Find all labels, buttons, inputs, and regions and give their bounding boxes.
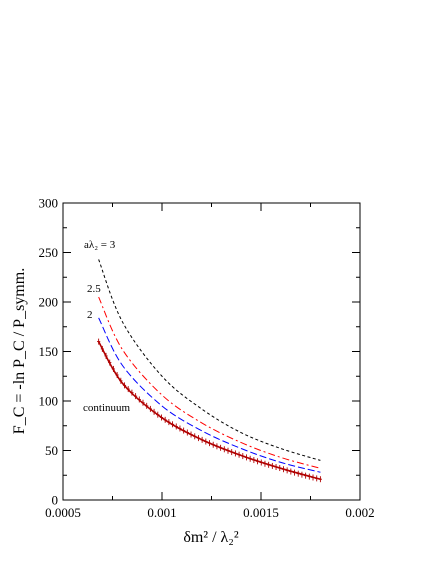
- y-tick-label: 50: [45, 443, 58, 458]
- annotation-continuum: continuum: [83, 402, 130, 414]
- x-tick-label: 0.002: [345, 505, 374, 520]
- series-line-a-3: [98, 259, 321, 461]
- annotation-2-5: 2.5: [87, 283, 101, 295]
- series-line-2-5: [98, 296, 321, 469]
- x-tick-label: 0.001: [147, 505, 176, 520]
- series-line-2: [98, 317, 321, 473]
- x-tick-label: 0.0005: [45, 505, 81, 520]
- y-axis-title: F_C = -ln P_C / P_symm.: [11, 268, 28, 434]
- x-tick-label: 0.0015: [243, 505, 279, 520]
- y-tick-label: 300: [39, 196, 59, 211]
- series-continuum: [97, 338, 322, 483]
- y-tick-label: 100: [39, 394, 59, 409]
- y-tick-label: 200: [39, 295, 59, 310]
- series-layer: [97, 259, 322, 483]
- y-tick-label: 250: [39, 245, 59, 260]
- annotation-2: 2: [87, 309, 93, 321]
- series-line-continuum: [97, 341, 321, 480]
- y-tick-label: 150: [39, 344, 59, 359]
- y-tick-label: 0: [52, 493, 59, 508]
- axis-ticks: 0.0005 0.001 0.0015 0.002 0 50 100 150 200 250 300: [39, 196, 375, 521]
- x-axis-title: δm² / λ₂²: [183, 529, 239, 546]
- annotation-a-lambda-3: aλ₂ = 3: [84, 239, 116, 251]
